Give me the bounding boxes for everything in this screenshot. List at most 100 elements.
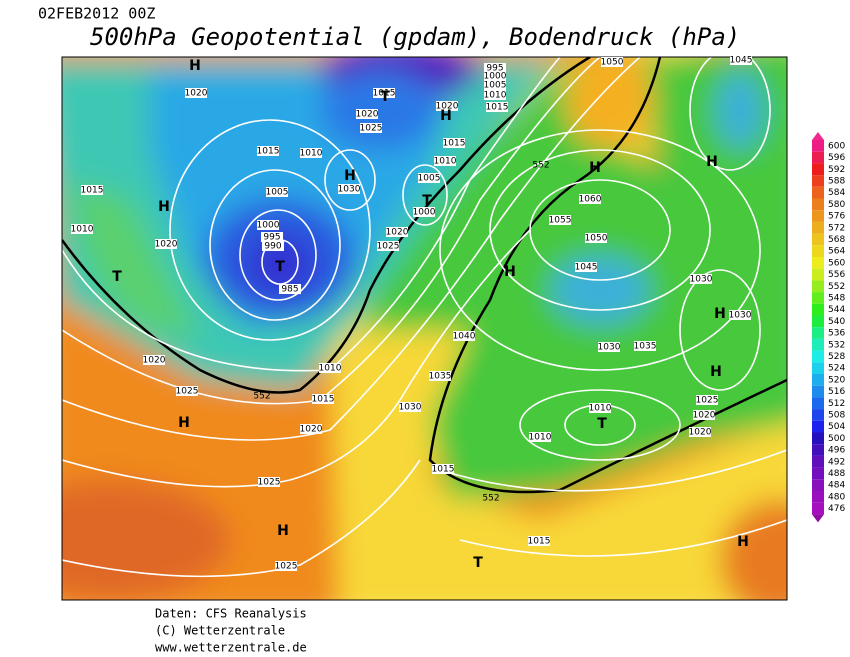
isobar-label-bg [432,464,454,474]
isobar-label-bg [528,536,550,546]
isobar-label: 1000 [413,208,436,218]
colorbar-label: 576 [828,212,845,222]
colorbar-label: 580 [828,200,845,210]
colorbar-swatch [812,163,824,176]
colorbar-label: 556 [828,270,845,280]
colorbar-label: 560 [828,258,845,268]
contour-label: 552 [482,494,499,504]
colorbar-swatch [812,397,824,410]
isobar-label: 1020 [300,425,323,435]
isobar-label-bg [300,148,322,158]
isobar-label-bg [484,71,506,81]
contour-label: 552 [253,392,270,402]
isobar-label: 1045 [730,56,753,66]
isobar-label: 1050 [585,234,608,244]
isobar-label-bg [185,88,207,98]
colorbar-label: 552 [828,282,845,292]
isobar-label-bg [484,63,506,73]
isobar-label-bg [693,410,715,420]
isobar-label-bg [634,341,656,351]
colorbar-swatch [812,502,824,515]
colorbar-label: 532 [828,340,845,350]
pressure-system: H [158,199,170,215]
isobar-label: 1060 [579,195,602,205]
pressure-system: T [380,89,390,105]
isobar-label-bg [690,274,712,284]
isobar-label: 1010 [589,404,612,414]
isobar-label: 1015 [257,147,280,157]
isobar-label-bg [443,138,465,148]
isobar-label: 1015 [373,89,396,99]
isobar-label-bg [300,424,322,434]
isobar-label: 1005 [266,188,289,198]
isobar-label: 1030 [598,343,621,353]
isobar-label-bg [436,101,458,111]
isobar-label-bg [598,342,620,352]
pressure-system: H [440,108,452,124]
isobar-label-bg [453,331,475,341]
colorbar-swatch [812,140,824,152]
colorbar-swatch [812,198,824,211]
isobar-label-bg [312,394,334,404]
colorbar-label: 516 [828,387,845,397]
colorbar-swatch [812,455,824,468]
colorbar-label: 540 [828,317,845,327]
contour-552 [62,57,591,394]
colorbar-label: 564 [828,247,845,257]
colorbar-label: 508 [828,410,845,420]
colorbar-swatch [812,315,824,328]
isobar-label: 1055 [549,216,572,226]
isobar-label: 1020 [185,89,208,99]
contour-label: 552 [532,161,549,171]
isobar-label-bg [486,102,508,112]
colorbar-label: 592 [828,165,845,175]
colorbar-label: 600 [828,141,845,151]
colorbar-label: 536 [828,329,845,339]
isobar-label: 1025 [377,242,400,252]
colorbar-swatch [812,175,824,187]
colorbar-swatch [812,186,824,199]
isobar-label: 1030 [729,311,752,321]
isobar-label-bg [585,233,607,243]
title: 500hPa Geopotential (gpdam), Bodendruck … [90,23,740,51]
pressure-system: H [589,160,601,176]
colorbar-label: 572 [828,223,845,233]
isobar-label-bg [155,239,177,249]
map [62,57,787,600]
isobar-label-bg [356,109,378,119]
pressure-system: H [706,154,718,170]
colorbar-top-arrow [812,132,824,140]
isobar-label-bg [279,284,301,294]
isobar-label: 1025 [258,478,281,488]
pressure-system: T [112,269,122,285]
colorbar-label: 568 [828,235,845,245]
isobar-label: 1020 [436,102,459,112]
isobar-label-bg [399,402,421,412]
isobar-label: 1040 [453,332,476,342]
isobar-label: 1035 [429,372,452,382]
pressure-system: T [275,259,285,275]
colorbar-label: 520 [828,375,845,385]
colorbar-label: 488 [828,469,845,479]
isobar-label: 1015 [312,395,335,405]
isobar-label: 1010 [434,157,457,167]
isobar-label: 1020 [143,356,166,366]
colorbar-swatch [812,362,824,374]
footer-source: Daten: CFS Reanalysis [155,607,307,621]
colorbar-swatch [812,280,824,293]
isobar-label-bg [81,185,103,195]
pressure-system: H [737,534,749,550]
colorbar-label: 596 [828,153,845,163]
isobar-label: 1025 [360,124,383,134]
colorbar-label: 476 [828,504,845,514]
isobar-label: 995 [486,64,503,74]
isobar-label-bg [360,123,382,133]
pressure-system: T [473,555,483,571]
colorbar-bottom-arrow [812,514,824,523]
colorbar-label: 500 [828,434,845,444]
isobar-label-bg [696,395,718,405]
isobar-label: 1020 [356,110,379,120]
isobar-label: 1015 [432,465,455,475]
isobar-label-bg [579,194,601,204]
